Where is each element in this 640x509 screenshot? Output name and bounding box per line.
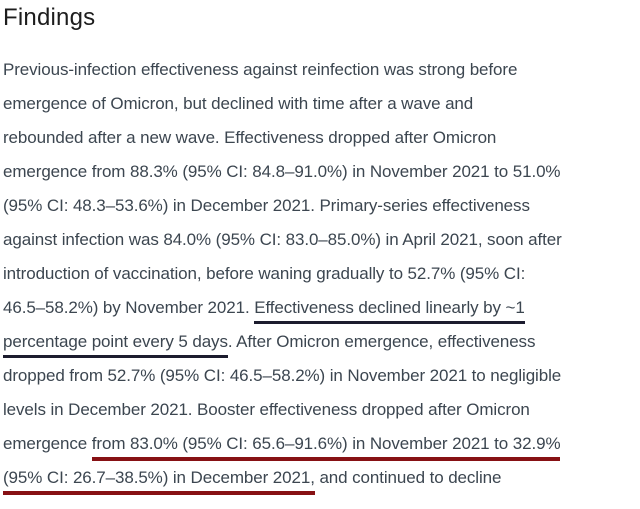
underlined-segment-red: (95% CI: 26.7–38.5%) in December 2021, xyxy=(3,467,315,495)
paragraph-line: 46.5–58.2%) by November 2021. Effectiven… xyxy=(3,291,640,325)
paragraph-line: emergence of Omicron, but declined with … xyxy=(3,87,640,121)
paragraph-line: dropped from 52.7% (95% CI: 46.5–58.2%) … xyxy=(3,359,640,393)
text-segment: 46.5–58.2%) by November 2021. xyxy=(3,298,255,317)
paragraph-line: introduction of vaccination, before wani… xyxy=(3,257,640,291)
text-segment: emergence from 88.3% (95% CI: 84.8–91.0%… xyxy=(3,162,561,181)
paragraph-line: rebounded after a new wave. Effectivenes… xyxy=(3,121,640,155)
text-segment: Previous-infection effectiveness against… xyxy=(3,60,518,79)
underlined-segment-navy: percentage point every 5 days xyxy=(3,331,228,358)
text-segment: and continued to decline xyxy=(314,468,502,487)
findings-paragraph: Previous-infection effectiveness against… xyxy=(3,53,640,495)
paragraph-line: emergence from 88.3% (95% CI: 84.8–91.0%… xyxy=(3,155,640,189)
text-segment: . After Omicron emergence, effectiveness xyxy=(227,332,536,351)
underlined-segment-navy: Effectiveness declined linearly by ~1 xyxy=(254,297,525,324)
paragraph-line: (95% CI: 26.7–38.5%) in December 2021, a… xyxy=(3,461,640,495)
paragraph-line: against infection was 84.0% (95% CI: 83.… xyxy=(3,223,640,257)
paragraph-line: emergence from 83.0% (95% CI: 65.6–91.6%… xyxy=(3,427,640,461)
paragraph-line: levels in December 2021. Booster effecti… xyxy=(3,393,640,427)
text-segment: levels in December 2021. Booster effecti… xyxy=(3,400,530,419)
text-segment: introduction of vaccination, before wani… xyxy=(3,264,526,283)
underlined-segment-red: from 83.0% (95% CI: 65.6–91.6%) in Novem… xyxy=(91,433,561,461)
paragraph-line: (95% CI: 48.3–53.6%) in December 2021. P… xyxy=(3,189,640,223)
text-segment: against infection was 84.0% (95% CI: 83.… xyxy=(3,230,562,249)
paragraph-line: percentage point every 5 days. After Omi… xyxy=(3,325,640,359)
text-segment: dropped from 52.7% (95% CI: 46.5–58.2%) … xyxy=(3,366,562,385)
findings-section: Findings Previous-infection effectivenes… xyxy=(3,4,640,495)
text-segment: (95% CI: 48.3–53.6%) in December 2021. P… xyxy=(3,196,530,215)
text-segment: rebounded after a new wave. Effectivenes… xyxy=(3,128,497,147)
text-segment: emergence of Omicron, but declined with … xyxy=(3,94,474,113)
paragraph-line: Previous-infection effectiveness against… xyxy=(3,53,640,87)
section-heading: Findings xyxy=(3,4,96,31)
text-segment: emergence xyxy=(3,434,92,453)
